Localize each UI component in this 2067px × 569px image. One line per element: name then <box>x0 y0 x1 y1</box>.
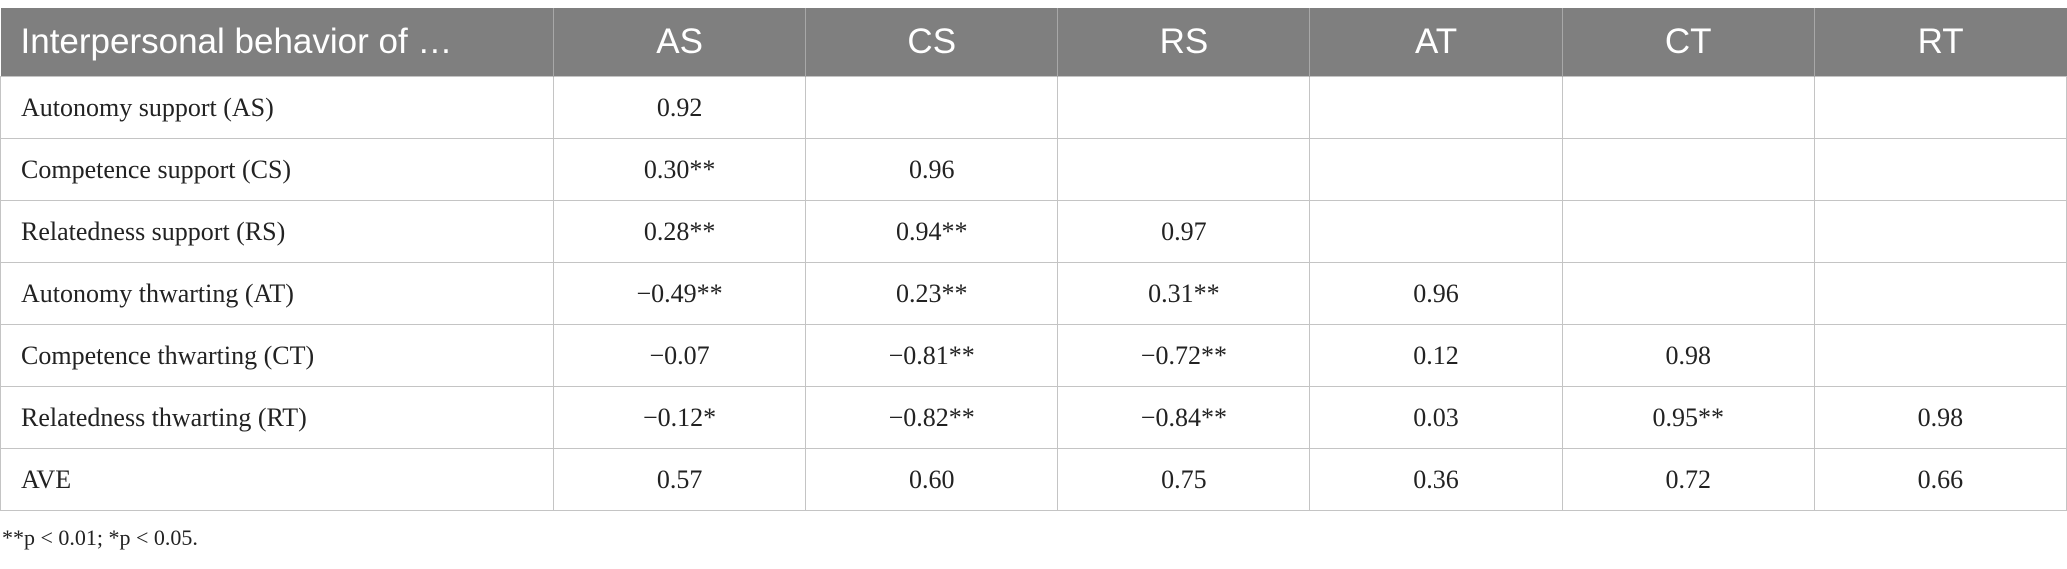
cell: 0.66 <box>1813 448 2067 511</box>
cell: 0.28** <box>552 200 807 263</box>
footnote: **p < 0.01; *p < 0.05. <box>2 525 198 550</box>
cell: −0.81** <box>805 324 1059 387</box>
cell: 0.12 <box>1309 324 1563 387</box>
empty-cell <box>805 76 1059 139</box>
row-label: Competence thwarting (CT) <box>0 324 554 387</box>
empty-cell <box>1561 138 1815 201</box>
cell: 0.72 <box>1561 448 1815 511</box>
cell: 0.98 <box>1813 386 2067 449</box>
empty-cell <box>1309 200 1563 263</box>
cell: 0.60 <box>805 448 1059 511</box>
table-row: Relatedness thwarting (RT) −0.12* −0.82** −… <box>0 386 2067 449</box>
cell: 0.75 <box>1057 448 1311 511</box>
cell: 0.96 <box>1309 262 1563 325</box>
table-row: AVE 0.57 0.60 0.75 0.36 0.72 0.66 <box>0 448 2067 511</box>
empty-cell <box>1309 138 1563 201</box>
header-cell: AS <box>552 8 806 77</box>
table-body: Autonomy support (AS) 0.92 Competence supp… <box>0 76 2067 511</box>
row-label: Relatedness thwarting (RT) <box>0 386 554 449</box>
empty-cell <box>1813 200 2067 263</box>
row-label: Autonomy thwarting (AT) <box>0 262 554 325</box>
empty-cell <box>1057 76 1311 139</box>
row-label: AVE <box>0 448 554 511</box>
header-cell: RT <box>1813 8 2067 77</box>
table-row: Autonomy thwarting (AT) −0.49** 0.23** 0.31… <box>0 262 2067 325</box>
empty-cell <box>1309 76 1563 139</box>
header-cell: Interpersonal behavior of … <box>0 8 554 77</box>
cell: 0.23** <box>805 262 1059 325</box>
cell: 0.31** <box>1057 262 1311 325</box>
header-cell: CS <box>805 8 1058 77</box>
table-row: Competence thwarting (CT) −0.07 −0.81** −0.… <box>0 324 2067 387</box>
empty-cell <box>1813 138 2067 201</box>
cell: 0.36 <box>1309 448 1563 511</box>
table-row: Autonomy support (AS) 0.92 <box>0 76 2067 139</box>
empty-cell <box>1057 138 1311 201</box>
empty-cell <box>1813 262 2067 325</box>
cell: −0.07 <box>552 324 807 387</box>
cell: 0.92 <box>552 76 807 139</box>
cell: −0.84** <box>1057 386 1311 449</box>
row-label: Relatedness support (RS) <box>0 200 554 263</box>
cell: 0.97 <box>1057 200 1311 263</box>
cell: 0.96 <box>805 138 1059 201</box>
table-row: Relatedness support (RS) 0.28** 0.94** 0.97 <box>0 200 2067 263</box>
empty-cell <box>1813 324 2067 387</box>
correlation-table: Interpersonal behavior of … AS CS RS AT CT RT … <box>0 8 2067 511</box>
header-cell: CT <box>1561 8 1815 77</box>
cell: 0.98 <box>1561 324 1815 387</box>
row-label: Competence support (CS) <box>0 138 554 201</box>
table-row: Competence support (CS) 0.30** 0.96 <box>0 138 2067 201</box>
cell: 0.57 <box>552 448 807 511</box>
cell: 0.95** <box>1561 386 1815 449</box>
cell: 0.03 <box>1309 386 1563 449</box>
header-row: Interpersonal behavior of … AS CS RS AT CT RT <box>0 8 2067 77</box>
cell: −0.12* <box>552 386 807 449</box>
header-cell: RS <box>1057 8 1310 77</box>
empty-cell <box>1813 76 2067 139</box>
empty-cell <box>1561 76 1815 139</box>
cell: 0.30** <box>552 138 807 201</box>
cell: 0.94** <box>805 200 1059 263</box>
cell: −0.72** <box>1057 324 1311 387</box>
empty-cell <box>1561 262 1815 325</box>
cell: −0.82** <box>805 386 1059 449</box>
empty-cell <box>1561 200 1815 263</box>
cell: −0.49** <box>552 262 807 325</box>
row-label: Autonomy support (AS) <box>0 76 554 139</box>
header-cell: AT <box>1309 8 1563 77</box>
